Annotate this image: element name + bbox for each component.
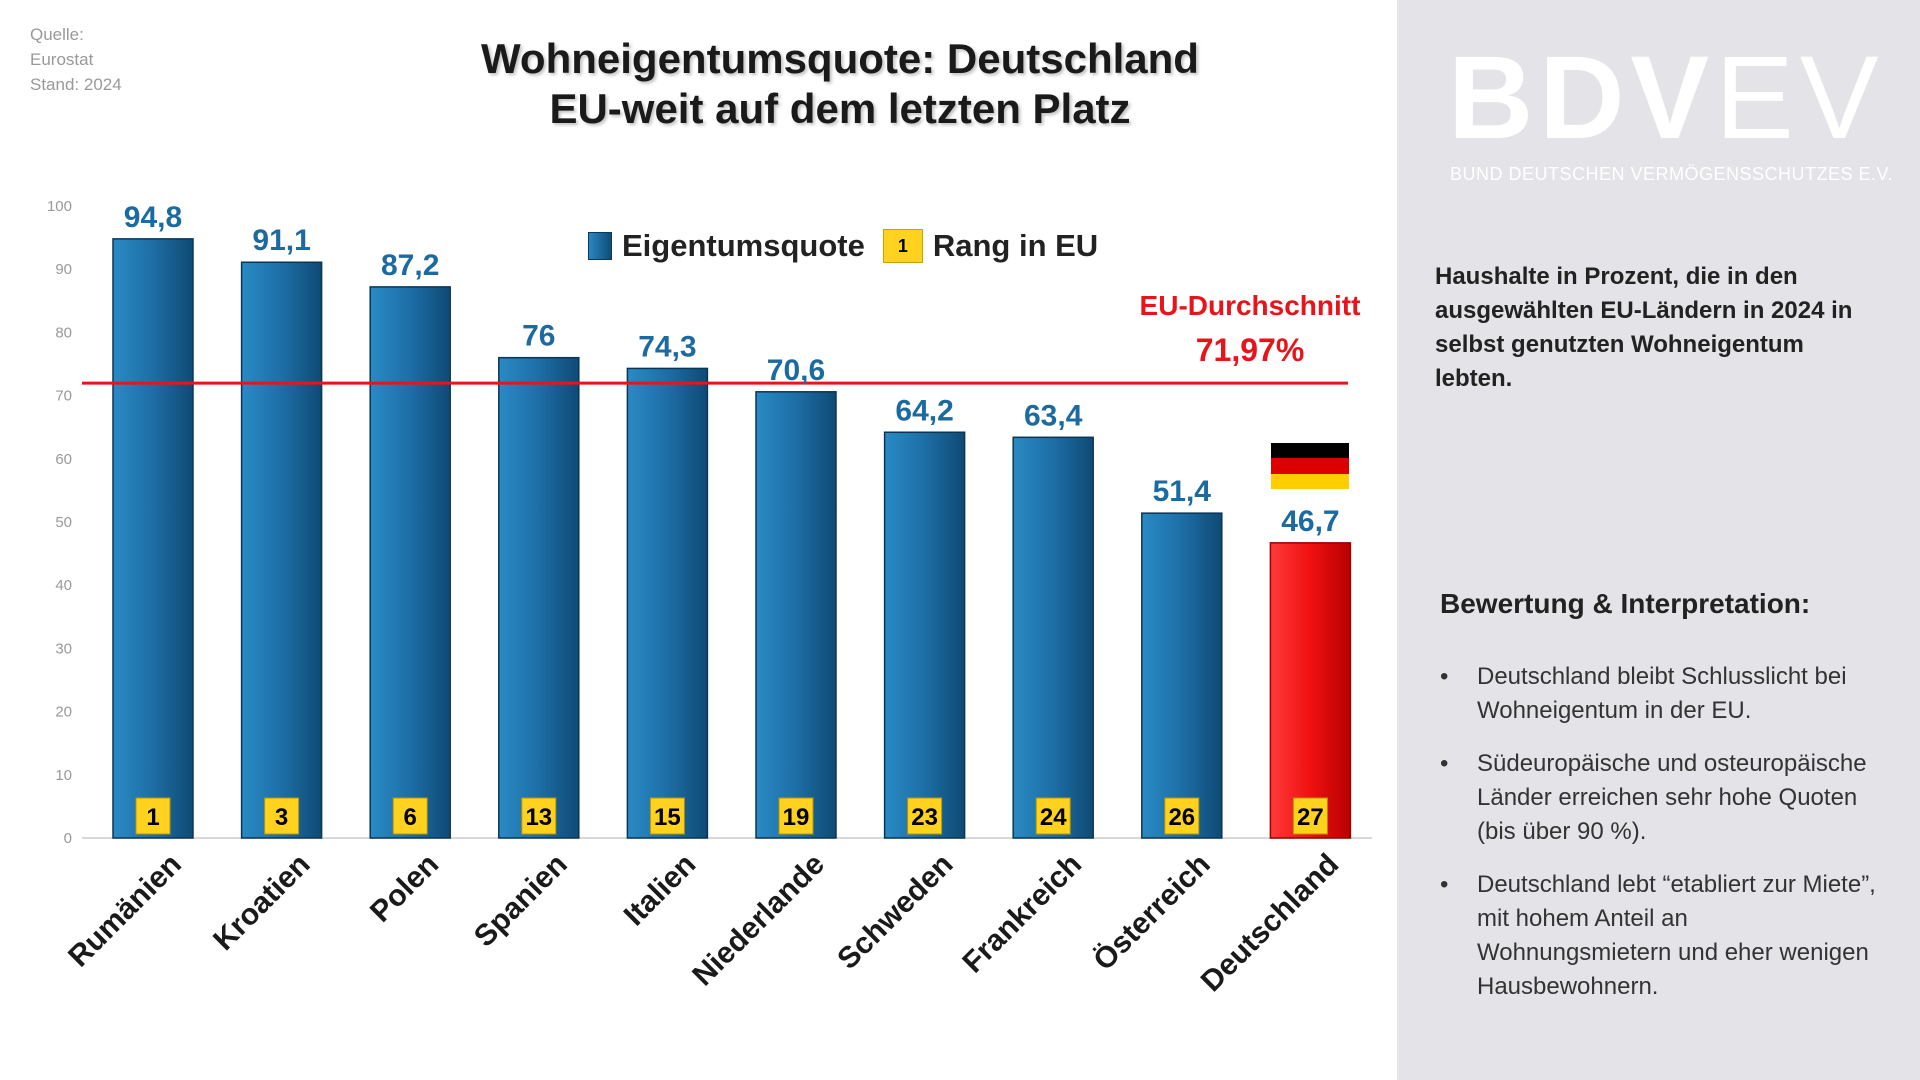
- eu-average-label: EU-Durchschnitt: [1139, 290, 1361, 321]
- source-note: Quelle: Eurostat Stand: 2024: [30, 22, 122, 97]
- rank-badge-label: 15: [654, 804, 681, 831]
- rank-badge-label: 23: [911, 804, 938, 831]
- bar: [498, 356, 580, 839]
- x-category-label: Italien: [618, 848, 703, 933]
- evaluation-bullet: Deutschland bleibt Schlusslicht bei Wohn…: [1440, 660, 1880, 728]
- bar: [755, 391, 837, 839]
- y-tick-label: 0: [64, 830, 72, 847]
- bar: [1012, 436, 1094, 839]
- rank-badge-label: 3: [275, 804, 288, 831]
- rank-badge: [1292, 797, 1328, 835]
- evaluation-bullet: Südeuropäische und osteuropäische Länder…: [1440, 747, 1880, 849]
- chart-description: Haushalte in Prozent, die in den ausgewä…: [1435, 263, 1853, 392]
- brand-logo-ev: EV: [1715, 32, 1885, 164]
- bar-value-label: 64,2: [895, 394, 953, 427]
- source-name: Eurostat: [30, 50, 94, 69]
- rank-badge: [521, 797, 557, 835]
- y-tick-label: 90: [55, 261, 72, 278]
- legend-series-label: Eigentumsquote: [622, 228, 865, 263]
- y-tick-label: 10: [55, 767, 72, 784]
- bar: [369, 286, 451, 839]
- bar-value-label: 46,7: [1281, 505, 1339, 538]
- bar-value-label: 51,4: [1153, 475, 1212, 508]
- rank-badge: [907, 797, 943, 835]
- y-tick-label: 20: [55, 704, 72, 721]
- y-tick-label: 50: [55, 514, 72, 531]
- bar-value-label: 76: [522, 320, 555, 353]
- bar-value-label: 74,3: [638, 330, 696, 363]
- y-tick-label: 60: [55, 451, 72, 468]
- y-tick-label: 80: [55, 324, 72, 341]
- source-label: Quelle:: [30, 25, 84, 44]
- bar-value-label: 70,6: [767, 354, 825, 387]
- chart-title-line-1: Wohneigentumsquote: Deutschland: [481, 35, 1199, 82]
- x-category-label: Frankreich: [956, 848, 1088, 980]
- source-date: Stand: 2024: [30, 75, 122, 94]
- rank-badge: [1035, 797, 1071, 835]
- y-tick-label: 100: [47, 198, 72, 215]
- legend-swatch-blue: [588, 232, 612, 260]
- x-category-label: Polen: [364, 848, 445, 929]
- y-tick-label: 70: [55, 388, 72, 405]
- rank-badge-label: 19: [783, 804, 810, 831]
- rank-badge: [649, 797, 685, 835]
- rank-badge-label: 6: [404, 804, 417, 831]
- eu-average-value: 71,97%: [1195, 332, 1305, 368]
- rank-badge: [1164, 797, 1200, 835]
- bar-value-label: 63,4: [1024, 399, 1083, 432]
- brand-logo-bdv: BDV: [1448, 32, 1716, 164]
- x-category-label: Spanien: [468, 848, 574, 954]
- legend-rank-label: Rang in EU: [932, 228, 1099, 263]
- bar-chart: 0 10 20 30 40 50 60 70 80 90 100 94,8 1 Rumänien 91,1…: [47, 198, 1372, 999]
- rank-badge-label: 13: [525, 804, 552, 831]
- brand-logo: BDVEV: [1448, 38, 1885, 158]
- rank-badge: [264, 797, 300, 835]
- rank-badge-label: 24: [1040, 804, 1067, 831]
- brand-tagline: BUND DEUTSCHEN VERMÖGENSSCHUTZES E.V.: [1450, 164, 1893, 184]
- x-category-label: Niederlande: [686, 848, 831, 993]
- rank-badge: [392, 797, 428, 835]
- bar-value-label: 94,8: [124, 201, 182, 234]
- bar: [112, 238, 194, 839]
- x-category-label: Schweden: [831, 848, 959, 976]
- y-tick-label: 30: [55, 640, 72, 657]
- germany-flag-icon: [1271, 443, 1349, 489]
- chart-title-line-2: EU-weit auf dem letzten Platz: [549, 85, 1131, 132]
- bar: [240, 261, 323, 839]
- evaluation-title: Bewertung & Interpretation:: [1440, 588, 1811, 619]
- bar: [626, 367, 709, 839]
- rank-badge-label: 26: [1168, 804, 1195, 831]
- rank-badge: [778, 797, 814, 835]
- rank-badge-label: 27: [1297, 804, 1324, 831]
- chart-title: Wohneigentumsquote: Deutschland EU-weit …: [420, 34, 1260, 134]
- x-category-label: Deutschland: [1195, 848, 1346, 999]
- chart-legend: Eigentumsquote 1 Rang in EU: [588, 228, 1098, 264]
- bar-value-label: 87,2: [381, 249, 439, 282]
- chart-panel: Quelle: Eurostat Stand: 2024 Wohneigentu…: [30, 22, 1372, 999]
- rank-badge-label: 1: [146, 804, 159, 831]
- bar: [1269, 542, 1352, 839]
- rank-badge: [135, 797, 171, 835]
- evaluation-list: Deutschland bleibt Schlusslicht bei Wohn…: [1440, 660, 1880, 1023]
- x-category-label: Kroatien: [207, 848, 316, 957]
- legend-rank-badge: 1: [882, 229, 923, 263]
- y-tick-label: 40: [55, 577, 72, 594]
- x-category-label: Rumänien: [62, 848, 188, 974]
- bar-value-label: 91,1: [252, 224, 310, 257]
- bar: [883, 431, 966, 839]
- evaluation-bullet: Deutschland lebt “etabliert zur Miete”, …: [1440, 868, 1880, 1004]
- x-category-label: Österreich: [1087, 848, 1216, 977]
- bar: [1141, 512, 1223, 839]
